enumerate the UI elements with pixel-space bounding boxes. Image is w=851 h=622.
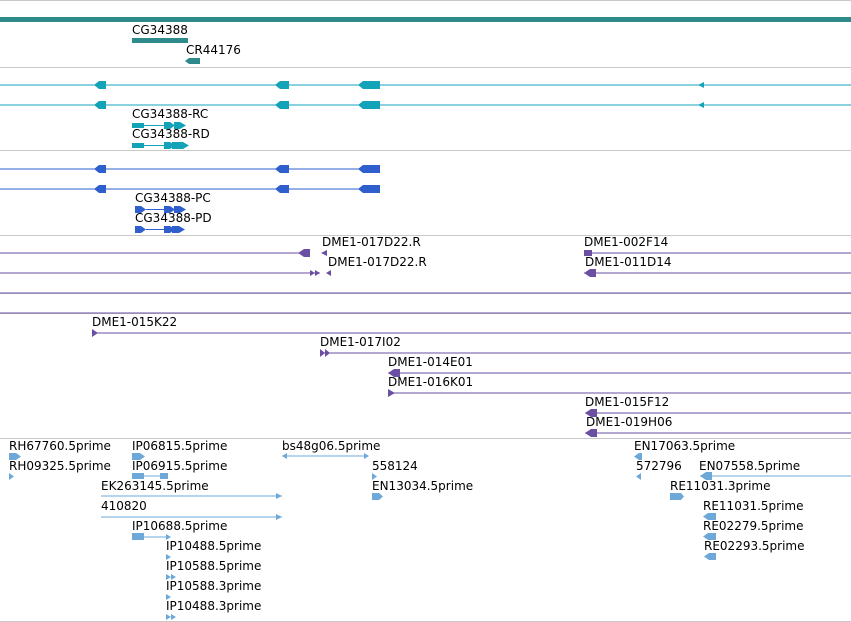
feature-label: DME1-014E01: [388, 355, 473, 369]
est-feature[interactable]: [703, 533, 716, 540]
protein-feature-CG34388-PD[interactable]: [135, 226, 185, 233]
feature-label: RE02293.5prime: [704, 539, 805, 553]
est-feature[interactable]: [372, 493, 383, 500]
feature-label: 572796: [636, 459, 682, 473]
est-feature[interactable]: [700, 472, 851, 480]
est-feature[interactable]: [166, 554, 171, 560]
est-feature[interactable]: [636, 473, 641, 480]
est-feature[interactable]: [166, 594, 171, 600]
feature-label: IP06915.5prime: [132, 459, 228, 473]
feature-label: RE11031.5prime: [703, 499, 804, 513]
est-feature[interactable]: [166, 614, 176, 620]
bac-feature[interactable]: [320, 349, 851, 357]
est-feature[interactable]: [101, 493, 282, 499]
est-track: [9, 453, 851, 620]
feature-label: RH09325.5prime: [9, 459, 111, 473]
est-feature[interactable]: [132, 453, 145, 460]
feature-label: CG34388-RD: [132, 127, 210, 141]
feature-label: DME1-019H06: [586, 415, 673, 429]
est-feature[interactable]: [372, 473, 377, 480]
protein-row[interactable]: [0, 185, 380, 193]
bac-feature[interactable]: [92, 329, 851, 337]
feature-label: DME1-011D14: [585, 255, 672, 269]
est-feature[interactable]: [670, 493, 684, 500]
est-feature[interactable]: [634, 453, 642, 460]
feature-label: EK263145.5prime: [101, 479, 209, 493]
feature-label: CR44176: [186, 43, 241, 57]
track-divider: [0, 150, 851, 151]
transcript-track: [0, 81, 851, 149]
gene-feature-CR44176[interactable]: [185, 58, 200, 64]
bac-feature[interactable]: [0, 270, 331, 276]
protein-row[interactable]: [0, 165, 380, 173]
feature-label: RE11031.3prime: [670, 479, 771, 493]
feature-label: EN17063.5prime: [634, 439, 736, 453]
transcript-row[interactable]: [0, 101, 851, 109]
gene-track: [0, 17, 851, 64]
est-feature[interactable]: [132, 473, 168, 479]
feature-label: bs48g06.5prime: [282, 439, 381, 453]
bac-feature[interactable]: [584, 250, 851, 256]
est-feature[interactable]: [9, 473, 14, 480]
feature-label: IP10588.5prime: [166, 559, 262, 573]
feature-label: DME1-017D22.R: [322, 235, 421, 249]
feature-label: IP06815.5prime: [132, 439, 228, 453]
transcript-feature-CG34388-RD[interactable]: [132, 142, 189, 149]
track-divider: [0, 0, 851, 1]
bac-feature[interactable]: [584, 269, 851, 277]
feature-label: CG34388-PD: [135, 211, 212, 225]
feature-label: CG34388: [132, 23, 188, 37]
bac-feature[interactable]: [585, 429, 851, 437]
feature-label: IP10488.3prime: [166, 599, 262, 613]
est-feature[interactable]: [704, 553, 716, 560]
bac-track: [0, 249, 851, 437]
track-divider: [0, 67, 851, 68]
gene-feature-CG34388[interactable]: [132, 38, 188, 43]
est-feature[interactable]: [101, 514, 282, 520]
feature-label: IP10588.3prime: [166, 579, 262, 593]
feature-label: DME1-002F14: [584, 235, 669, 249]
feature-label: CG34388-PC: [135, 191, 211, 205]
bac-feature[interactable]: [321, 250, 327, 256]
transcript-row[interactable]: [0, 81, 851, 89]
feature-label: DME1-015F12: [585, 395, 670, 409]
feature-label: RH67760.5prime: [9, 439, 111, 453]
bac-feature[interactable]: [0, 249, 310, 257]
feature-label: 410820: [101, 499, 147, 513]
est-feature[interactable]: [132, 533, 171, 540]
feature-label: DME1-017I02: [320, 335, 401, 349]
est-feature[interactable]: [9, 453, 21, 460]
est-feature[interactable]: [166, 574, 176, 580]
feature-label: CG34388-RC: [132, 107, 209, 121]
transcript-feature-CG34388-RC[interactable]: [132, 122, 186, 129]
feature-label: EN13034.5prime: [372, 479, 474, 493]
feature-label: IP10488.5prime: [166, 539, 262, 553]
est-feature[interactable]: [282, 453, 369, 459]
feature-label: DME1-016K01: [388, 375, 474, 389]
protein-track: [0, 165, 380, 233]
feature-label: DME1-015K22: [92, 315, 178, 329]
feature-label: 558124: [372, 459, 418, 473]
bac-feature[interactable]: [388, 369, 851, 377]
bac-feature[interactable]: [585, 409, 851, 417]
feature-label: EN07558.5prime: [699, 459, 801, 473]
est-feature[interactable]: [703, 513, 716, 520]
protein-feature-CG34388-PC[interactable]: [135, 206, 186, 213]
feature-label: RE02279.5prime: [703, 519, 804, 533]
bac-feature[interactable]: [388, 389, 851, 397]
track-divider: [0, 438, 851, 439]
feature-label: IP10688.5prime: [132, 519, 228, 533]
track-divider: [0, 235, 851, 236]
genome-span-bar: [0, 17, 851, 22]
feature-label: DME1-017D22.R: [328, 255, 427, 269]
